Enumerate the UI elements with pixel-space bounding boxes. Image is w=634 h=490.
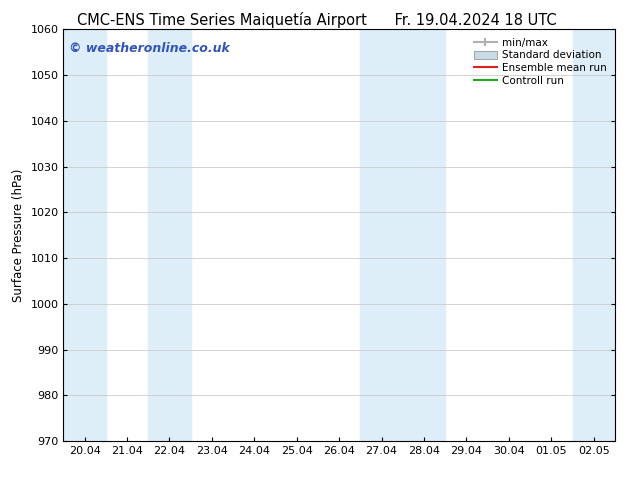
Bar xyxy=(148,29,191,441)
Bar xyxy=(360,29,445,441)
Bar xyxy=(573,29,615,441)
Text: © weatheronline.co.uk: © weatheronline.co.uk xyxy=(69,42,230,55)
Y-axis label: Surface Pressure (hPa): Surface Pressure (hPa) xyxy=(12,169,25,302)
Legend: min/max, Standard deviation, Ensemble mean run, Controll run: min/max, Standard deviation, Ensemble me… xyxy=(470,35,610,89)
Text: CMC-ENS Time Series Maiquetía Airport      Fr. 19.04.2024 18 UTC: CMC-ENS Time Series Maiquetía Airport Fr… xyxy=(77,12,557,28)
Bar xyxy=(63,29,106,441)
